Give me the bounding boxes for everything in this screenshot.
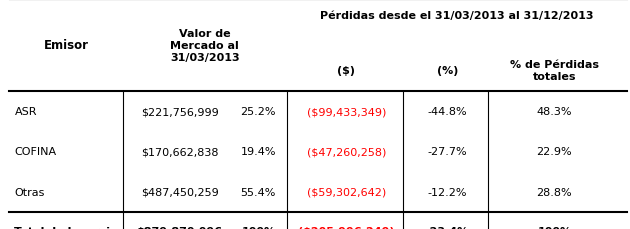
Text: 100%: 100% — [241, 226, 275, 229]
Text: ($): ($) — [338, 66, 355, 76]
Text: ($59,302,642): ($59,302,642) — [307, 187, 386, 197]
Text: -27.7%: -27.7% — [428, 147, 467, 157]
Text: 19.4%: 19.4% — [241, 147, 276, 157]
Text: 25.2%: 25.2% — [241, 107, 276, 117]
Text: 22.9%: 22.9% — [537, 147, 572, 157]
Text: COFINA: COFINA — [14, 147, 57, 157]
Text: Emisor: Emisor — [43, 39, 89, 52]
Text: Valor de
Mercado al
31/03/2013: Valor de Mercado al 31/03/2013 — [170, 28, 239, 63]
Text: $221,756,999: $221,756,999 — [140, 107, 219, 117]
Text: -44.8%: -44.8% — [428, 107, 467, 117]
Text: ($205,996,249): ($205,996,249) — [298, 226, 395, 229]
Text: % de Pérdidas
totales: % de Pérdidas totales — [510, 60, 599, 82]
Text: 48.3%: 48.3% — [537, 107, 572, 117]
Text: ($99,433,349): ($99,433,349) — [307, 107, 386, 117]
Text: (%): (%) — [437, 66, 458, 76]
Text: -12.2%: -12.2% — [428, 187, 467, 197]
Text: 100%: 100% — [537, 226, 571, 229]
Text: ($47,260,258): ($47,260,258) — [307, 147, 386, 157]
Text: $879,870,096: $879,870,096 — [137, 226, 222, 229]
Text: 55.4%: 55.4% — [241, 187, 276, 197]
Text: Pérdidas desde el 31/03/2013 al 31/12/2013: Pérdidas desde el 31/03/2013 al 31/12/20… — [320, 11, 593, 21]
Text: $487,450,259: $487,450,259 — [140, 187, 219, 197]
Text: Total de Inversiones: Total de Inversiones — [14, 226, 140, 229]
Text: 28.8%: 28.8% — [537, 187, 572, 197]
Text: ASR: ASR — [14, 107, 37, 117]
Text: $170,662,838: $170,662,838 — [140, 147, 219, 157]
Text: Otras: Otras — [14, 187, 45, 197]
Text: -23.4%: -23.4% — [426, 226, 469, 229]
